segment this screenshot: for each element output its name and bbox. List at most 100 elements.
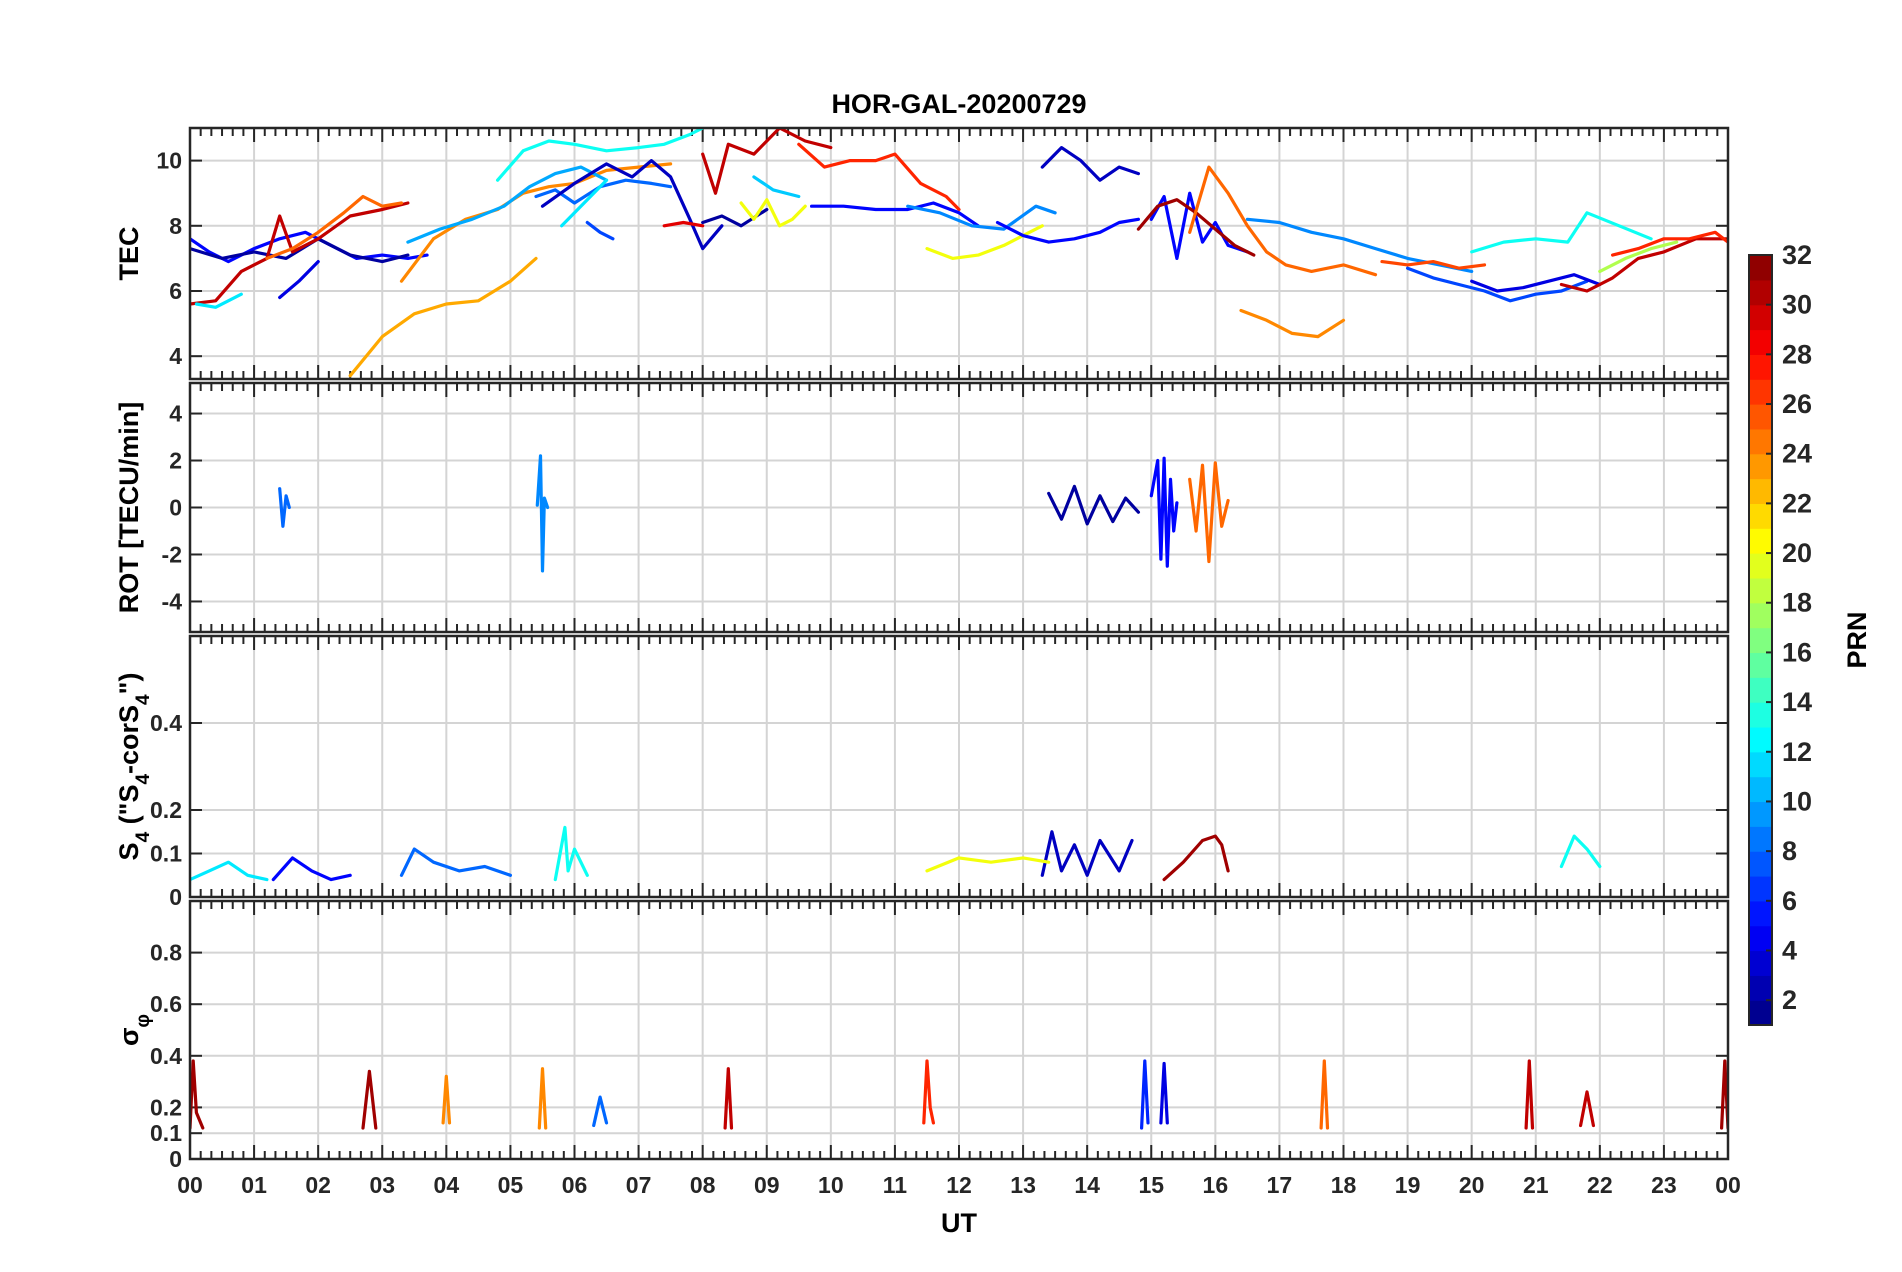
y-tick-label: 0.6 <box>150 991 182 1017</box>
panel-tec: 4 6 8 10 TEC <box>114 126 1730 381</box>
colorbar-segment <box>1749 826 1772 852</box>
colorbar-segment <box>1749 354 1772 380</box>
series-line-prn-29 <box>662 220 705 228</box>
colorbar-segment <box>1749 776 1772 803</box>
panel-sigma-phi: 00.10.2 0.4 0.6 0.8 σφ <box>114 899 1730 1172</box>
colorbar-segment <box>1749 404 1772 430</box>
y-tick-label: 0.2 <box>150 1094 182 1120</box>
axes-frame <box>188 126 1730 381</box>
series-line-prn-20 <box>925 224 1044 260</box>
colorbar-segment <box>1749 726 1772 753</box>
series-line-prn-31 <box>190 1059 205 1130</box>
series-line-prn-7 <box>585 220 615 241</box>
x-tick-label: 00 <box>1715 1172 1741 1198</box>
x-tick-label: 15 <box>1138 1172 1164 1198</box>
panel-rot: -4 -2 0 2 4 ROT [TECU/min] <box>114 381 1730 634</box>
series-line-prn-11 <box>752 175 801 199</box>
series-line-prn-27 <box>922 1059 935 1125</box>
x-axis-label: UT <box>941 1208 977 1238</box>
colorbar-segment <box>1749 279 1772 306</box>
x-tick-label: 21 <box>1523 1172 1549 1198</box>
series-group <box>190 128 1728 378</box>
x-tick-label: 07 <box>626 1172 652 1198</box>
x-tick-label: 03 <box>369 1172 395 1198</box>
series-line-prn-12 <box>194 292 243 309</box>
colorbar-tick-label: 6 <box>1782 886 1797 916</box>
axes-frame <box>188 634 1730 899</box>
series-line-prn-13 <box>1559 834 1602 869</box>
y-tick-label: 0.1 <box>150 1120 182 1146</box>
colorbar-tick-label: 12 <box>1782 737 1812 767</box>
series-line-prn-3 <box>1040 146 1140 182</box>
series-line-prn-13 <box>496 128 705 182</box>
y-tick-label: 0 <box>169 884 182 910</box>
series-line-prn-3 <box>1040 830 1134 877</box>
x-tick-label: 02 <box>305 1172 331 1198</box>
y-tick-label: 0.8 <box>150 940 182 966</box>
colorbar-tick-label: 32 <box>1782 240 1812 270</box>
series-line-prn-9 <box>906 204 1057 231</box>
colorbar-segment <box>1749 602 1772 629</box>
x-tick-label: 22 <box>1587 1172 1613 1198</box>
series-line-prn-24 <box>1239 308 1346 339</box>
series-line-prn-31 <box>361 1069 378 1130</box>
series-line-prn-31 <box>1162 834 1230 882</box>
y-axis-label: S4 ("S4-corS4") <box>114 673 154 861</box>
colorbar-segment <box>1749 577 1772 604</box>
x-tick-label: 18 <box>1331 1172 1357 1198</box>
colorbar-tick-label: 28 <box>1782 339 1812 369</box>
colorbar-segment <box>1749 528 1772 554</box>
x-tick-label: 08 <box>690 1172 716 1198</box>
series-line-prn-26 <box>1380 260 1487 270</box>
series-line-prn-24 <box>537 1067 548 1130</box>
colorbar-tick-label: 18 <box>1782 588 1812 618</box>
series-line-prn-27 <box>797 142 961 212</box>
colorbar-tick-label: 10 <box>1782 786 1812 816</box>
y-tick-label: -4 <box>162 588 183 614</box>
series-line-prn-7 <box>1406 266 1589 303</box>
series-line-prn-12 <box>560 178 609 228</box>
x-tick-label: 16 <box>1203 1172 1229 1198</box>
series-line-prn-2 <box>1047 484 1140 526</box>
series-line-prn-4 <box>1159 1061 1169 1125</box>
y-tick-label: 0.2 <box>150 797 182 823</box>
series-line-prn-20 <box>739 198 807 228</box>
x-tick-label: 06 <box>562 1172 588 1198</box>
series-line-prn-25 <box>265 194 404 260</box>
series-group <box>190 825 1602 882</box>
y-tick-label: 4 <box>169 401 182 427</box>
colorbar-tick-label: 2 <box>1782 985 1797 1015</box>
x-tick-label: 12 <box>946 1172 972 1198</box>
series-line-prn-30 <box>190 201 410 306</box>
y-tick-label: 2 <box>169 448 182 474</box>
colorbar-segment <box>1749 255 1772 281</box>
series-line-prn-13 <box>1470 211 1653 254</box>
series-line-prn-5 <box>810 201 980 228</box>
series-line-prn-13 <box>553 825 589 882</box>
colorbar-segment <box>1749 553 1772 579</box>
series-line-prn-8 <box>592 1095 609 1128</box>
colorbar-label: PRN <box>1842 611 1872 668</box>
x-tick-label: 04 <box>434 1172 460 1198</box>
colorbar-segment <box>1749 1000 1772 1026</box>
x-tick-label: 17 <box>1267 1172 1293 1198</box>
colorbar-segment <box>1749 677 1772 703</box>
series-line-prn-9 <box>535 454 550 573</box>
colorbar-frame <box>1748 254 1773 1026</box>
colorbar-segment <box>1749 900 1772 927</box>
colorbar-segment <box>1749 379 1772 405</box>
y-axis-label: TEC <box>114 227 144 281</box>
colorbar-tick-label: 26 <box>1782 389 1812 419</box>
series-group <box>278 454 1230 573</box>
y-tick-label: 0.1 <box>150 841 182 867</box>
colorbar-tick-label: 8 <box>1782 836 1797 866</box>
colorbar-segment <box>1749 702 1772 728</box>
colorbar-tick-label: 22 <box>1782 488 1812 518</box>
series-line-prn-30 <box>1524 1059 1535 1130</box>
colorbar-tick-label: 20 <box>1782 538 1812 568</box>
series-line-prn-18 <box>1598 240 1679 273</box>
colorbar-segment <box>1749 478 1772 504</box>
axes-frame <box>188 381 1730 634</box>
